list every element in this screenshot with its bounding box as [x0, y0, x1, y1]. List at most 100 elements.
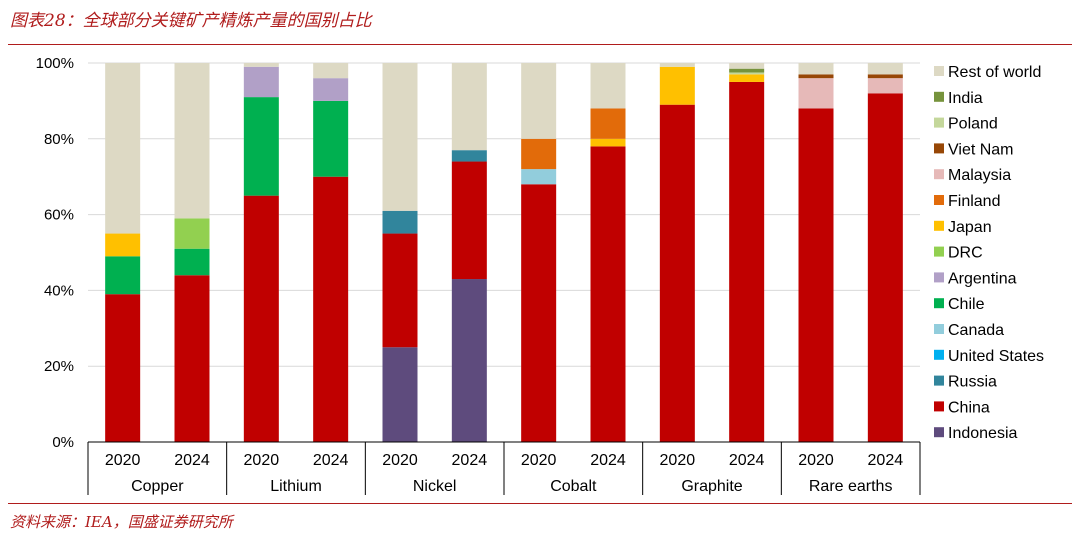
- bar-stack: [382, 63, 418, 442]
- bar-segment-japan: [729, 74, 765, 82]
- legend-item: Finland: [934, 193, 1000, 210]
- bar-segment-rest-of-world: [174, 63, 210, 219]
- legend-label: Poland: [948, 116, 998, 133]
- bar-stack: [313, 63, 349, 442]
- bar-stack: [798, 63, 834, 442]
- legend-label: India: [948, 90, 983, 107]
- x-year-label: 2024: [729, 452, 765, 469]
- bar-stack: [243, 63, 279, 442]
- bar-stack: [729, 63, 765, 442]
- bar-stack: [174, 63, 210, 442]
- legend-swatch: [934, 349, 944, 360]
- legend-swatch: [934, 246, 944, 257]
- bar-segment-china: [451, 161, 487, 280]
- legend-item: Chile: [934, 296, 985, 313]
- legend-label: Canada: [948, 322, 1004, 339]
- x-year-label: 2020: [521, 452, 557, 469]
- x-year-label: 2020: [244, 452, 280, 469]
- x-year-label: 2020: [105, 452, 141, 469]
- bar-stack: [451, 63, 487, 442]
- chart-title: 图表28：全球部分关键矿产精炼产量的国别占比: [10, 11, 372, 31]
- legend-label: DRC: [948, 245, 983, 262]
- bar-segment-japan: [590, 138, 626, 147]
- bar-segment-drc: [174, 218, 210, 249]
- y-axis-ticks: 0% 20% 40% 60% 80% 100%: [36, 55, 74, 451]
- bar-segment-rest-of-world: [382, 63, 418, 211]
- bar-segment-argentina: [243, 66, 279, 98]
- legend-label: Malaysia: [948, 167, 1011, 184]
- legend-item: Rest of world: [934, 64, 1041, 81]
- bar-segment-china: [729, 81, 765, 442]
- bar-segment-rest-of-world: [867, 63, 903, 75]
- bar-segment-indonesia: [382, 347, 418, 442]
- legend-item: Canada: [934, 322, 1004, 339]
- legend: Rest of world India Poland Viet Nam Malaysia…: [934, 64, 1044, 442]
- bar-segment-rest-of-world: [659, 63, 695, 67]
- x-group-label: Rare earths: [809, 478, 893, 495]
- bar-segment-rest-of-world: [451, 63, 487, 151]
- source-note: 资料来源：IEA，国盛证券研究所: [10, 513, 233, 531]
- x-year-label: 2024: [313, 452, 349, 469]
- legend-item: India: [934, 90, 983, 107]
- x-year-label: 2020: [660, 452, 696, 469]
- legend-swatch: [934, 143, 944, 154]
- bar-segment-chile: [174, 248, 210, 276]
- bar-segment-russia: [382, 210, 418, 234]
- bar-segment-chile: [105, 256, 141, 295]
- bar-segment-poland: [729, 72, 765, 75]
- legend-label: China: [948, 399, 990, 416]
- x-year-label: 2024: [452, 452, 488, 469]
- bar-stack: [590, 63, 626, 442]
- bar-segment-china: [659, 104, 695, 442]
- bar-segment-malaysia: [867, 78, 903, 94]
- bar-segment-russia: [451, 150, 487, 162]
- legend-item: Japan: [934, 219, 992, 236]
- bar-stack: [867, 63, 903, 442]
- x-year-label: 2020: [798, 452, 834, 469]
- legend-swatch: [934, 298, 944, 309]
- bar-segment-china: [867, 93, 903, 442]
- x-year-label: 2020: [382, 452, 418, 469]
- legend-item: Viet Nam: [934, 141, 1014, 158]
- x-axis: 2020 2024 2020 2024 2020 2024 2020 2024 2020 2024…: [87, 441, 921, 495]
- legend-label: Japan: [948, 219, 992, 236]
- y-tick-label: 60%: [44, 207, 74, 224]
- legend-label: Russia: [948, 374, 997, 391]
- bar-segment-rest-of-world: [798, 63, 834, 75]
- bar-segment-china: [590, 146, 626, 442]
- bar-segment-rest-of-world: [313, 63, 349, 79]
- x-group-label: Graphite: [681, 478, 742, 495]
- bar-segment-rest-of-world: [729, 63, 765, 69]
- bar-segment-argentina: [313, 78, 349, 101]
- x-year-label: 2024: [174, 452, 210, 469]
- x-group-label: Copper: [131, 478, 184, 495]
- bar-stack: [521, 63, 557, 442]
- y-tick-label: 80%: [44, 131, 74, 148]
- bar-segment-viet-nam: [798, 74, 834, 79]
- y-tick-label: 0%: [52, 434, 74, 451]
- y-tick-label: 100%: [36, 55, 74, 72]
- legend-item: Argentina: [934, 270, 1017, 287]
- bar-segment-viet-nam: [867, 74, 903, 79]
- bar-segment-india: [729, 68, 765, 73]
- bar-segment-canada: [521, 169, 557, 185]
- legend-swatch: [934, 427, 944, 438]
- legend-swatch: [934, 401, 944, 412]
- bar-stack: [659, 63, 695, 442]
- legend-swatch: [934, 117, 944, 128]
- y-tick-label: 40%: [44, 282, 74, 299]
- x-group-label: Nickel: [413, 478, 457, 495]
- legend-label: Chile: [948, 296, 985, 313]
- legend-label: United States: [948, 348, 1044, 365]
- legend-item: Russia: [934, 374, 997, 391]
- legend-label: Finland: [948, 193, 1000, 210]
- x-group-label: Lithium: [270, 478, 322, 495]
- legend-item: Malaysia: [934, 167, 1011, 184]
- legend-item: China: [934, 399, 990, 416]
- x-year-label: 2024: [590, 452, 626, 469]
- legend-item: Indonesia: [934, 425, 1017, 442]
- bar-segment-rest-of-world: [105, 63, 141, 234]
- bar-segment-japan: [659, 66, 695, 105]
- legend-swatch: [934, 324, 944, 334]
